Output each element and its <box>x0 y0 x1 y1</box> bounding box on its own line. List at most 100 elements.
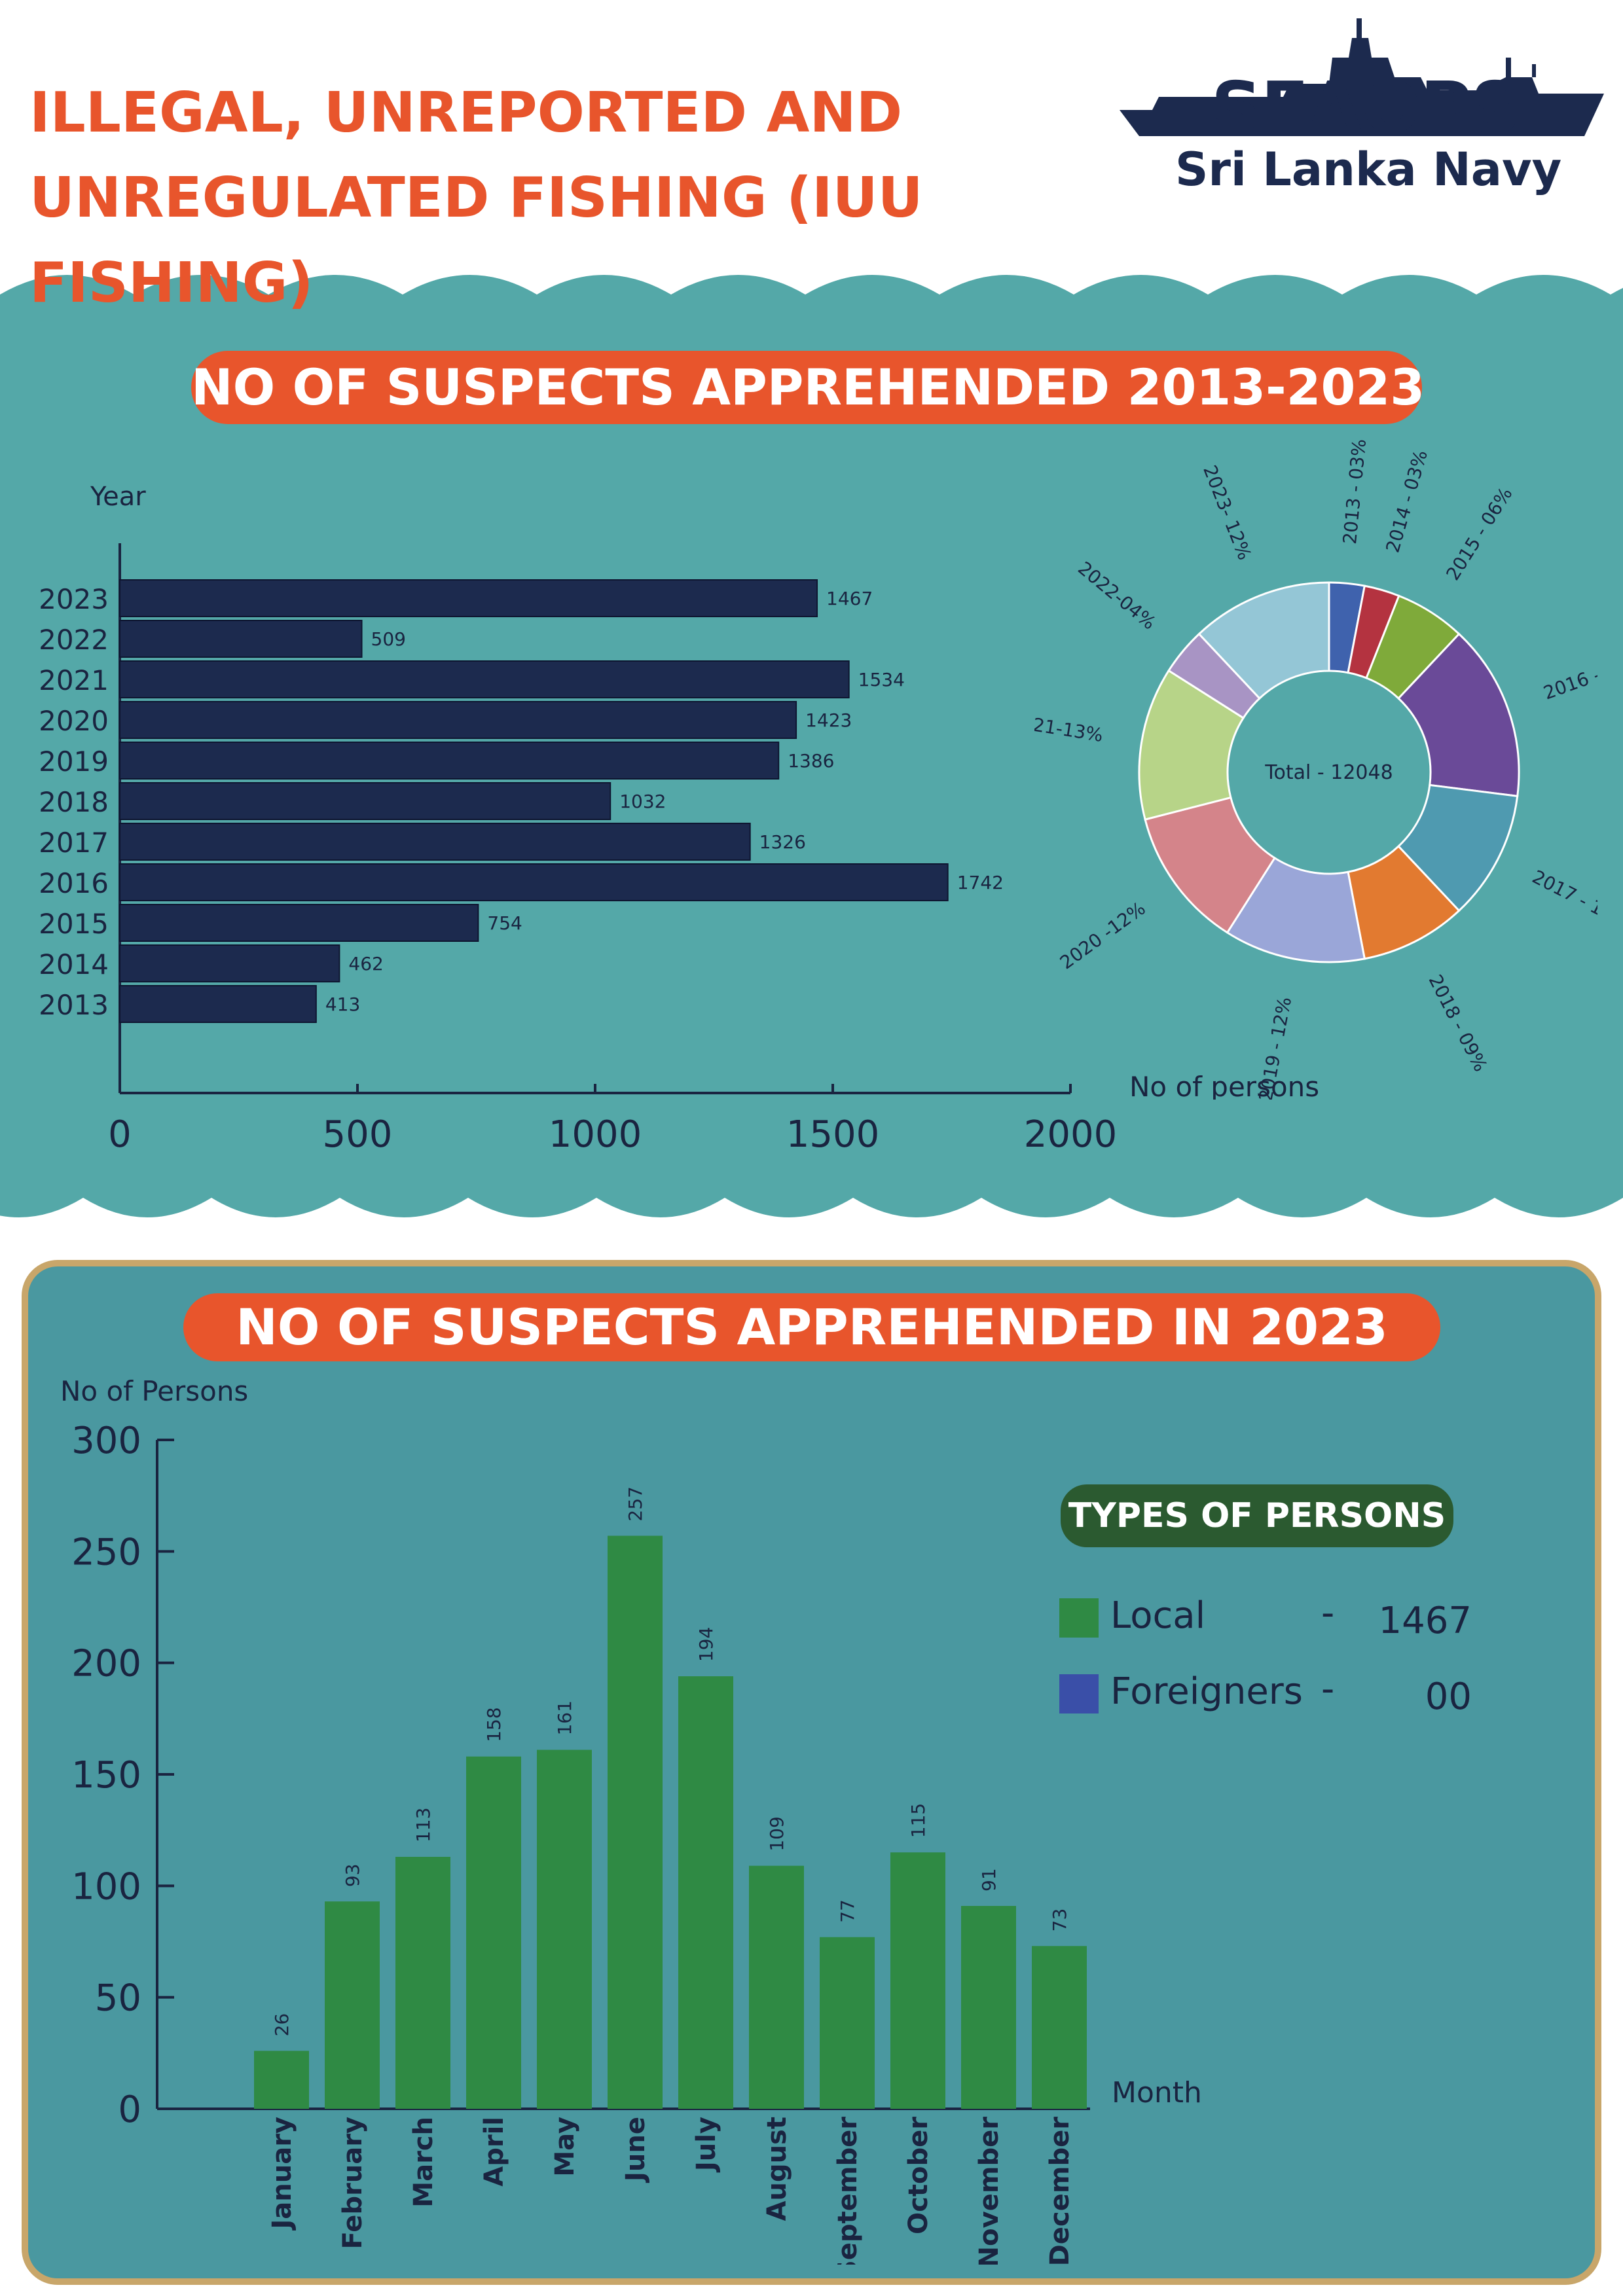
year-bar <box>119 660 850 698</box>
donut-slice <box>1197 581 1330 700</box>
bar-value-label: 109 <box>766 1816 788 1851</box>
month-bar <box>608 1535 663 2109</box>
bar-value-label: 161 <box>554 1700 575 1735</box>
title-line-1: ILLEGAL, UNREPORTED AND <box>29 81 903 145</box>
month-tick-label: August <box>762 2117 792 2221</box>
bar-value-label: 1386 <box>788 750 834 772</box>
month-tick-label: June <box>621 2117 651 2183</box>
year-bar <box>119 579 818 617</box>
year-tick-label: 2023 <box>39 583 109 615</box>
donut-slice-label: 2016 - 15% <box>1541 648 1597 704</box>
legend-dash-foreigners: - <box>1321 1668 1335 1710</box>
bar-value-label: 93 <box>342 1864 363 1888</box>
y-tick-label: 150 <box>71 1754 141 1797</box>
bar-value-label: 158 <box>483 1707 505 1742</box>
year-tick-label: 2015 <box>39 908 109 940</box>
bar-value-label: 113 <box>412 1808 434 1842</box>
bar-value-label: 194 <box>695 1627 717 1662</box>
logo-brand: SEAOPS <box>1211 67 1522 149</box>
donut-slice-label: 2023- 12% <box>1199 462 1256 563</box>
x-tick-label: 1000 <box>549 1113 642 1156</box>
month-tick-label: September <box>833 2117 863 2265</box>
bar-value-label: 26 <box>271 2013 293 2037</box>
month-bar <box>890 1852 945 2109</box>
donut-slice-label: 2018 - 09% <box>1425 971 1492 1075</box>
month-bar <box>537 1749 592 2109</box>
donut-slice-label: 2022-04% <box>1074 557 1160 634</box>
y-tick-label: 250 <box>71 1531 141 1573</box>
legend-item-local: Local - 1467 <box>1059 1592 1478 1642</box>
year-bar <box>119 944 340 982</box>
legend-swatch-local <box>1059 1598 1099 1638</box>
legend-dash-local: - <box>1321 1592 1335 1634</box>
donut-slice <box>1396 632 1520 798</box>
month-bar <box>678 1676 733 2109</box>
y-tick-label: 100 <box>71 1865 141 1908</box>
month-bar <box>395 1857 450 2109</box>
seaops-logo: SEAOPS Sri Lanka Navy <box>1113 12 1611 208</box>
bar-value-label: 1467 <box>826 588 873 609</box>
bar-value-label: 462 <box>348 953 383 975</box>
month-tick-label: October <box>903 2117 934 2234</box>
y-tick-label: 200 <box>71 1643 141 1685</box>
year-tick-label: 2019 <box>39 745 109 778</box>
section2-title: NO OF SUSPECTS APPREHENDED IN 2023 <box>183 1293 1440 1361</box>
month-bar <box>749 1865 804 2109</box>
month-bar <box>325 1901 380 2109</box>
month-tick-label: November <box>974 2117 1004 2265</box>
month-tick-label: April <box>479 2117 509 2187</box>
month-bar <box>254 2051 309 2109</box>
donut-slice-label: 2017 - 11% <box>1529 866 1597 933</box>
bar-value-label: 1032 <box>619 791 666 812</box>
y-tick-label: 50 <box>95 1977 141 2020</box>
year-tick-label: 2017 <box>39 827 109 859</box>
year-bar <box>119 742 780 780</box>
bar-value-label: 1326 <box>759 831 806 853</box>
legend-title: TYPES OF PERSONS <box>1061 1484 1453 1547</box>
y-axis-label: Year <box>90 482 146 512</box>
month-bar <box>820 1937 875 2109</box>
month-bar <box>466 1756 521 2109</box>
navy-ship-icon <box>1120 18 1604 136</box>
x-axis-label: Month <box>1112 2076 1202 2109</box>
month-tick-label: May <box>550 2117 580 2177</box>
bar-value-label: 509 <box>371 628 406 650</box>
bar-value-label: 115 <box>907 1803 929 1838</box>
year-bar <box>119 904 479 942</box>
bar-value-label: 413 <box>325 994 360 1015</box>
bar-value-label: 1742 <box>957 872 1004 893</box>
donut-slice-label: 2020 -12% <box>1056 897 1150 973</box>
donut-slice-label: 2015 - 06% <box>1442 484 1516 584</box>
y-tick-label: 0 <box>118 2089 141 2131</box>
year-tick-label: 2021 <box>39 664 109 696</box>
donut-slice-label: 2021-13% <box>1034 710 1104 746</box>
y-tick-label: 300 <box>71 1420 141 1462</box>
top-panel-background <box>0 275 1623 1217</box>
year-tick-label: 2020 <box>39 705 109 737</box>
legend-label-local: Local <box>1110 1594 1206 1637</box>
x-tick-label: 2000 <box>1024 1113 1118 1156</box>
month-tick-label: February <box>338 2117 368 2249</box>
month-tick-label: March <box>409 2117 439 2208</box>
donut-center-label: Total - 12048 <box>1264 761 1393 784</box>
bar-value-label: 257 <box>625 1486 646 1521</box>
year-bar <box>119 782 611 820</box>
bar-value-label: 1423 <box>805 709 852 731</box>
year-bar <box>119 863 949 901</box>
legend-label-foreigners: Foreigners <box>1110 1670 1303 1713</box>
year-tick-label: 2016 <box>39 867 109 899</box>
year-tick-label: 2013 <box>39 989 109 1021</box>
year-bar <box>119 985 317 1023</box>
section1-title: NO OF SUSPECTS APPREHENDED 2013-2023 <box>191 351 1425 424</box>
x-tick-label: 0 <box>108 1113 132 1156</box>
month-tick-label: July <box>691 2117 721 2173</box>
logo-org: Sri Lanka Navy <box>1175 143 1562 196</box>
monthly-bar-chart: No of Persons Month 0 50 100 150 200 250 300 26 Ja… <box>60 1375 1202 2265</box>
donut-slice-label: 2013 - 03% <box>1339 438 1370 545</box>
x-tick-label: 500 <box>323 1113 393 1156</box>
month-bar <box>961 1905 1016 2109</box>
legend-swatch-foreigners <box>1059 1674 1099 1713</box>
month-tick-label: December <box>1045 2117 1075 2265</box>
bar-value-label: 91 <box>978 1868 1000 1892</box>
y-axis-label: No of Persons <box>60 1375 248 1407</box>
